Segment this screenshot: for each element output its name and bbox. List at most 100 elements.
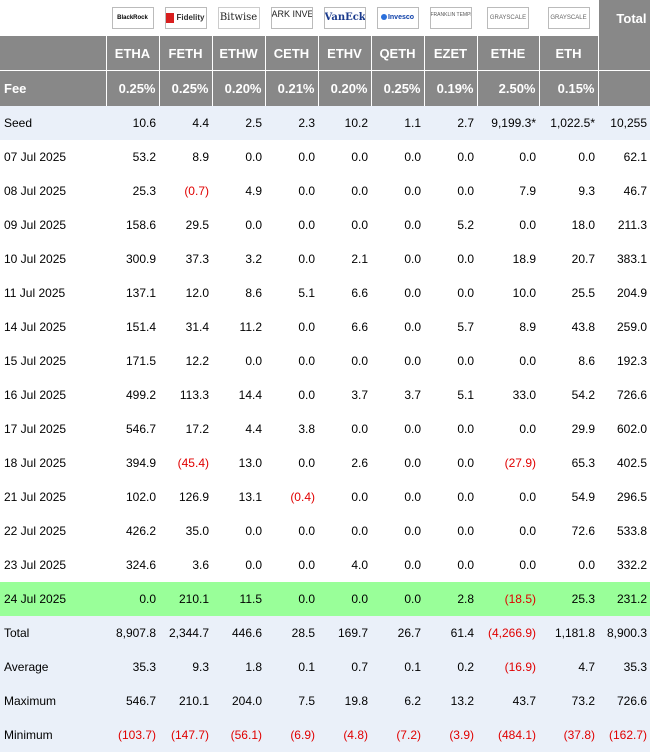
logo-header-row: BlackRock Fidelity Bitwise ARK INVEST Va… [0, 0, 650, 36]
flow-cell: 0.0 [265, 514, 318, 548]
flow-cell: (6.9) [265, 718, 318, 752]
flow-cell: 9.3 [539, 174, 598, 208]
flow-cell: 29.9 [539, 412, 598, 446]
flow-cell: 158.6 [106, 208, 159, 242]
flow-cell: 18.9 [477, 242, 539, 276]
flow-cell: 7.9 [477, 174, 539, 208]
flow-cell: 0.0 [424, 412, 477, 446]
flow-cell: 25.3 [539, 582, 598, 616]
ticker-header: ETHW [212, 36, 266, 71]
flow-cell: (27.9) [477, 446, 539, 480]
flow-cell: 0.0 [265, 344, 318, 378]
flow-cell: 210.1 [159, 684, 212, 718]
row-label: Seed [0, 106, 106, 140]
flow-cell: 29.5 [159, 208, 212, 242]
flow-cell: 11.5 [212, 582, 265, 616]
flow-cell: 0.0 [318, 514, 371, 548]
flow-cell: 0.1 [371, 650, 424, 684]
flow-cell: 0.0 [371, 310, 424, 344]
fee-value: 0.20% [212, 70, 266, 106]
flow-cell: 18.0 [539, 208, 598, 242]
flow-cell: 0.0 [477, 480, 539, 514]
flow-cell: (45.4) [159, 446, 212, 480]
flow-cell: 0.0 [318, 412, 371, 446]
table-row: 15 Jul 2025 171.5 12.2 0.0 0.0 0.0 0.0 0.0 0.0 8.… [0, 344, 650, 378]
flow-cell: 13.1 [212, 480, 265, 514]
total-cell: 726.6 [598, 684, 650, 718]
row-label: 17 Jul 2025 [0, 412, 106, 446]
fee-value: 2.50% [477, 70, 540, 106]
flow-cell: 300.9 [106, 242, 159, 276]
flow-cell: 113.3 [159, 378, 212, 412]
row-label: 09 Jul 2025 [0, 208, 106, 242]
flow-cell: 0.0 [318, 344, 371, 378]
flow-cell: 10.0 [477, 276, 539, 310]
flow-cell: 0.0 [265, 446, 318, 480]
total-cell: 46.7 [598, 174, 650, 208]
table-row: 07 Jul 2025 53.2 8.9 0.0 0.0 0.0 0.0 0.0 0.0 0.0 6… [0, 140, 650, 174]
fee-value: 0.21% [265, 70, 319, 106]
row-label: Average [0, 650, 106, 684]
fee-label: Fee [0, 70, 107, 106]
flow-cell: 0.0 [424, 480, 477, 514]
flow-cell: 0.0 [477, 140, 539, 174]
flow-cell: 0.0 [318, 208, 371, 242]
ticker-header-row: ETHA FETH ETHW CETH ETHV QETH EZET ETHE … [0, 36, 650, 71]
summary-row: Maximum 546.7 210.1 204.0 7.5 19.8 6.2 13.2 43.7… [0, 684, 650, 718]
flow-cell: 0.0 [212, 140, 265, 174]
flow-cell: 6.6 [318, 276, 371, 310]
corner-cell [0, 0, 107, 36]
flow-cell: 2.8 [424, 582, 477, 616]
flow-cell: 0.0 [424, 548, 477, 582]
flow-cell: 4.0 [318, 548, 371, 582]
flow-cell: 0.0 [424, 276, 477, 310]
flow-cell: 324.6 [106, 548, 159, 582]
flow-cell: 2.7 [424, 106, 477, 140]
flow-cell: 9,199.3* [477, 106, 539, 140]
flow-cell: 0.0 [265, 548, 318, 582]
flow-cell: (103.7) [106, 718, 159, 752]
flow-cell: 54.2 [539, 378, 598, 412]
flow-cell: 3.7 [371, 378, 424, 412]
flow-cell: 0.0 [371, 480, 424, 514]
flow-cell: 0.0 [265, 174, 318, 208]
total-cell: 8,900.3 [598, 616, 650, 650]
flow-cell: 2.1 [318, 242, 371, 276]
flow-cell: 19.8 [318, 684, 371, 718]
flow-cell: 17.2 [159, 412, 212, 446]
total-cell: (162.7) [598, 718, 650, 752]
flow-cell: 2.3 [265, 106, 318, 140]
flow-cell: 2.6 [318, 446, 371, 480]
total-cell: 35.3 [598, 650, 650, 684]
flow-cell: 20.7 [539, 242, 598, 276]
fee-value: 0.20% [318, 70, 372, 106]
flow-cell: 0.0 [539, 548, 598, 582]
row-label: 08 Jul 2025 [0, 174, 106, 208]
table-row: 24 Jul 2025 0.0 210.1 11.5 0.0 0.0 0.0 2.8 (18.5… [0, 582, 650, 616]
flow-cell: 546.7 [106, 412, 159, 446]
flow-cell: 43.8 [539, 310, 598, 344]
flow-cell: 5.2 [424, 208, 477, 242]
invesco-logo: Invesco [376, 7, 419, 29]
flow-cell: 0.0 [265, 582, 318, 616]
flow-cell: 0.2 [424, 650, 477, 684]
ticker-header: ETH [539, 36, 599, 71]
total-cell: 602.0 [598, 412, 650, 446]
table-row: 09 Jul 2025 158.6 29.5 0.0 0.0 0.0 0.0 5.2 0.0 18… [0, 208, 650, 242]
flow-cell: (4,266.9) [477, 616, 539, 650]
flow-cell: 25.5 [539, 276, 598, 310]
flow-cell: 8.9 [159, 140, 212, 174]
row-label: Minimum [0, 718, 106, 752]
flow-cell: 5.7 [424, 310, 477, 344]
flow-cell: 0.0 [477, 412, 539, 446]
flow-cell: 546.7 [106, 684, 159, 718]
flow-cell: 102.0 [106, 480, 159, 514]
table-row: 10 Jul 2025 300.9 37.3 3.2 0.0 2.1 0.0 0.0 18.9 2… [0, 242, 650, 276]
flow-cell: 3.2 [212, 242, 265, 276]
total-cell: 192.3 [598, 344, 650, 378]
flow-cell: 8.6 [212, 276, 265, 310]
flow-cell: 4.4 [159, 106, 212, 140]
flow-cell: 0.0 [371, 446, 424, 480]
invesco-mark-icon [380, 14, 387, 21]
